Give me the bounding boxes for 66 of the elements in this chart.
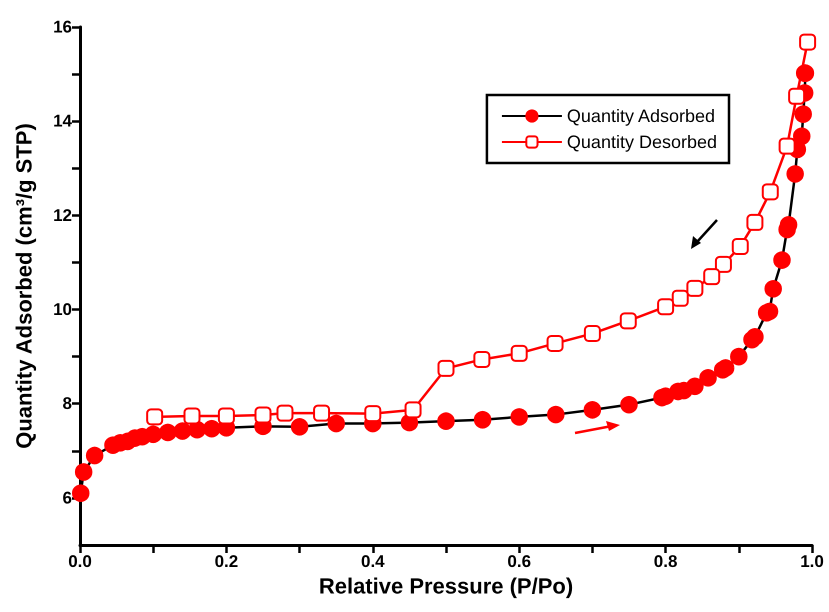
x-tick-label: 0.2 (214, 552, 238, 571)
x-tick-label: 0.6 (507, 552, 532, 571)
x-tick-label: 0.0 (68, 552, 92, 571)
y-tick-label: 8 (62, 394, 72, 414)
x-tick-label: 0.4 (360, 552, 386, 571)
point (716, 359, 734, 377)
point (404, 401, 422, 418)
point (730, 348, 748, 366)
point (174, 422, 192, 440)
point (786, 165, 804, 183)
point (144, 426, 162, 444)
point (799, 34, 816, 51)
point (438, 360, 454, 377)
point (584, 401, 602, 419)
point (746, 214, 764, 231)
point (146, 408, 164, 426)
point (72, 484, 90, 502)
point (764, 280, 782, 298)
point (74, 463, 92, 481)
point (714, 256, 732, 273)
point (584, 325, 601, 342)
point (86, 446, 104, 464)
legend-label: Quantity Desorbed (566, 132, 718, 152)
point (290, 418, 308, 436)
point (203, 420, 221, 438)
legend-label: Quantity Adsorbed (566, 106, 716, 126)
x-tick-label: 1.0 (800, 552, 824, 571)
y-tick-label: 12 (53, 206, 72, 225)
point (510, 408, 528, 426)
point (686, 280, 704, 297)
point (254, 406, 272, 424)
point (364, 405, 382, 422)
y-tick-label: 14 (53, 112, 73, 131)
y-tick-label: 6 (62, 488, 72, 508)
point (620, 312, 637, 330)
point (276, 404, 294, 422)
point (794, 105, 812, 123)
point (547, 406, 565, 424)
point (546, 334, 564, 352)
point (793, 128, 810, 145)
point (672, 290, 689, 307)
point (762, 183, 779, 200)
y-tick-label: 10 (53, 300, 72, 320)
point (732, 238, 749, 255)
point (773, 251, 791, 269)
point (218, 407, 235, 424)
point (620, 396, 638, 414)
point (657, 298, 674, 316)
point (686, 378, 704, 396)
point (473, 350, 490, 368)
x-axis-title: Relative Pressure (P/Po) (318, 573, 574, 598)
y-axis-title: Quantity Adsorbed (cm³/g STP) (12, 123, 36, 449)
point (510, 344, 528, 362)
point (703, 268, 720, 286)
x-tick-label: 0.8 (654, 552, 678, 571)
point (437, 412, 455, 430)
point (327, 414, 345, 432)
point (183, 407, 200, 424)
point (788, 88, 806, 105)
y-tick-label: 16 (53, 18, 72, 36)
point (313, 404, 330, 422)
point (159, 424, 177, 442)
point (746, 328, 764, 346)
point (699, 369, 717, 387)
point (778, 138, 796, 155)
point (474, 410, 492, 428)
